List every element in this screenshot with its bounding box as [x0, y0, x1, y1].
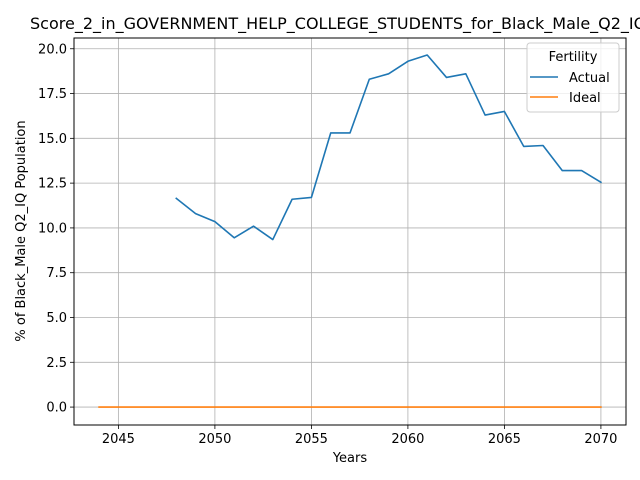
legend: Fertility Actual Ideal: [526, 42, 620, 113]
series-layer: [98, 54, 603, 408]
plot-frame: [73, 37, 627, 426]
y-tick-label: 5.0: [46, 311, 67, 326]
chart-title: Score_2_in_GOVERNMENT_HELP_COLLEGE_STUDE…: [30, 14, 640, 34]
y-tick-label: 12.5: [38, 177, 67, 192]
y-axis: 0.0 2.5 5.0 7.5 10.0 12.5 15.0 17.5 20.0: [38, 42, 74, 416]
y-axis-label: % of Black_Male Q2_IQ Population: [14, 120, 29, 341]
y-tick-label: 15.0: [38, 132, 67, 147]
legend-label-actual: Actual: [569, 71, 610, 86]
y-tick-label: 17.5: [38, 87, 67, 102]
y-tick-label: 20.0: [38, 42, 67, 57]
x-tick-label: 2050: [198, 432, 231, 447]
x-tick-label: 2045: [102, 432, 135, 447]
x-tick-label: 2065: [488, 432, 521, 447]
legend-label-ideal: Ideal: [569, 91, 601, 106]
x-tick-label: 2055: [295, 432, 328, 447]
y-tick-label: 10.0: [38, 221, 67, 236]
x-tick-label: 2070: [584, 432, 617, 447]
series-line-actual: [175, 54, 603, 241]
x-axis-label: Years: [332, 451, 368, 466]
legend-title: Fertility: [549, 50, 598, 65]
x-axis: 2045 2050 2055 2060 2065 2070: [102, 425, 617, 447]
y-tick-label: 2.5: [46, 356, 67, 371]
y-tick-label: 7.5: [46, 266, 67, 281]
y-tick-label: 0.0: [46, 401, 67, 416]
x-tick-label: 2060: [391, 432, 424, 447]
grid: [74, 38, 626, 425]
legend-frame: [526, 42, 620, 113]
